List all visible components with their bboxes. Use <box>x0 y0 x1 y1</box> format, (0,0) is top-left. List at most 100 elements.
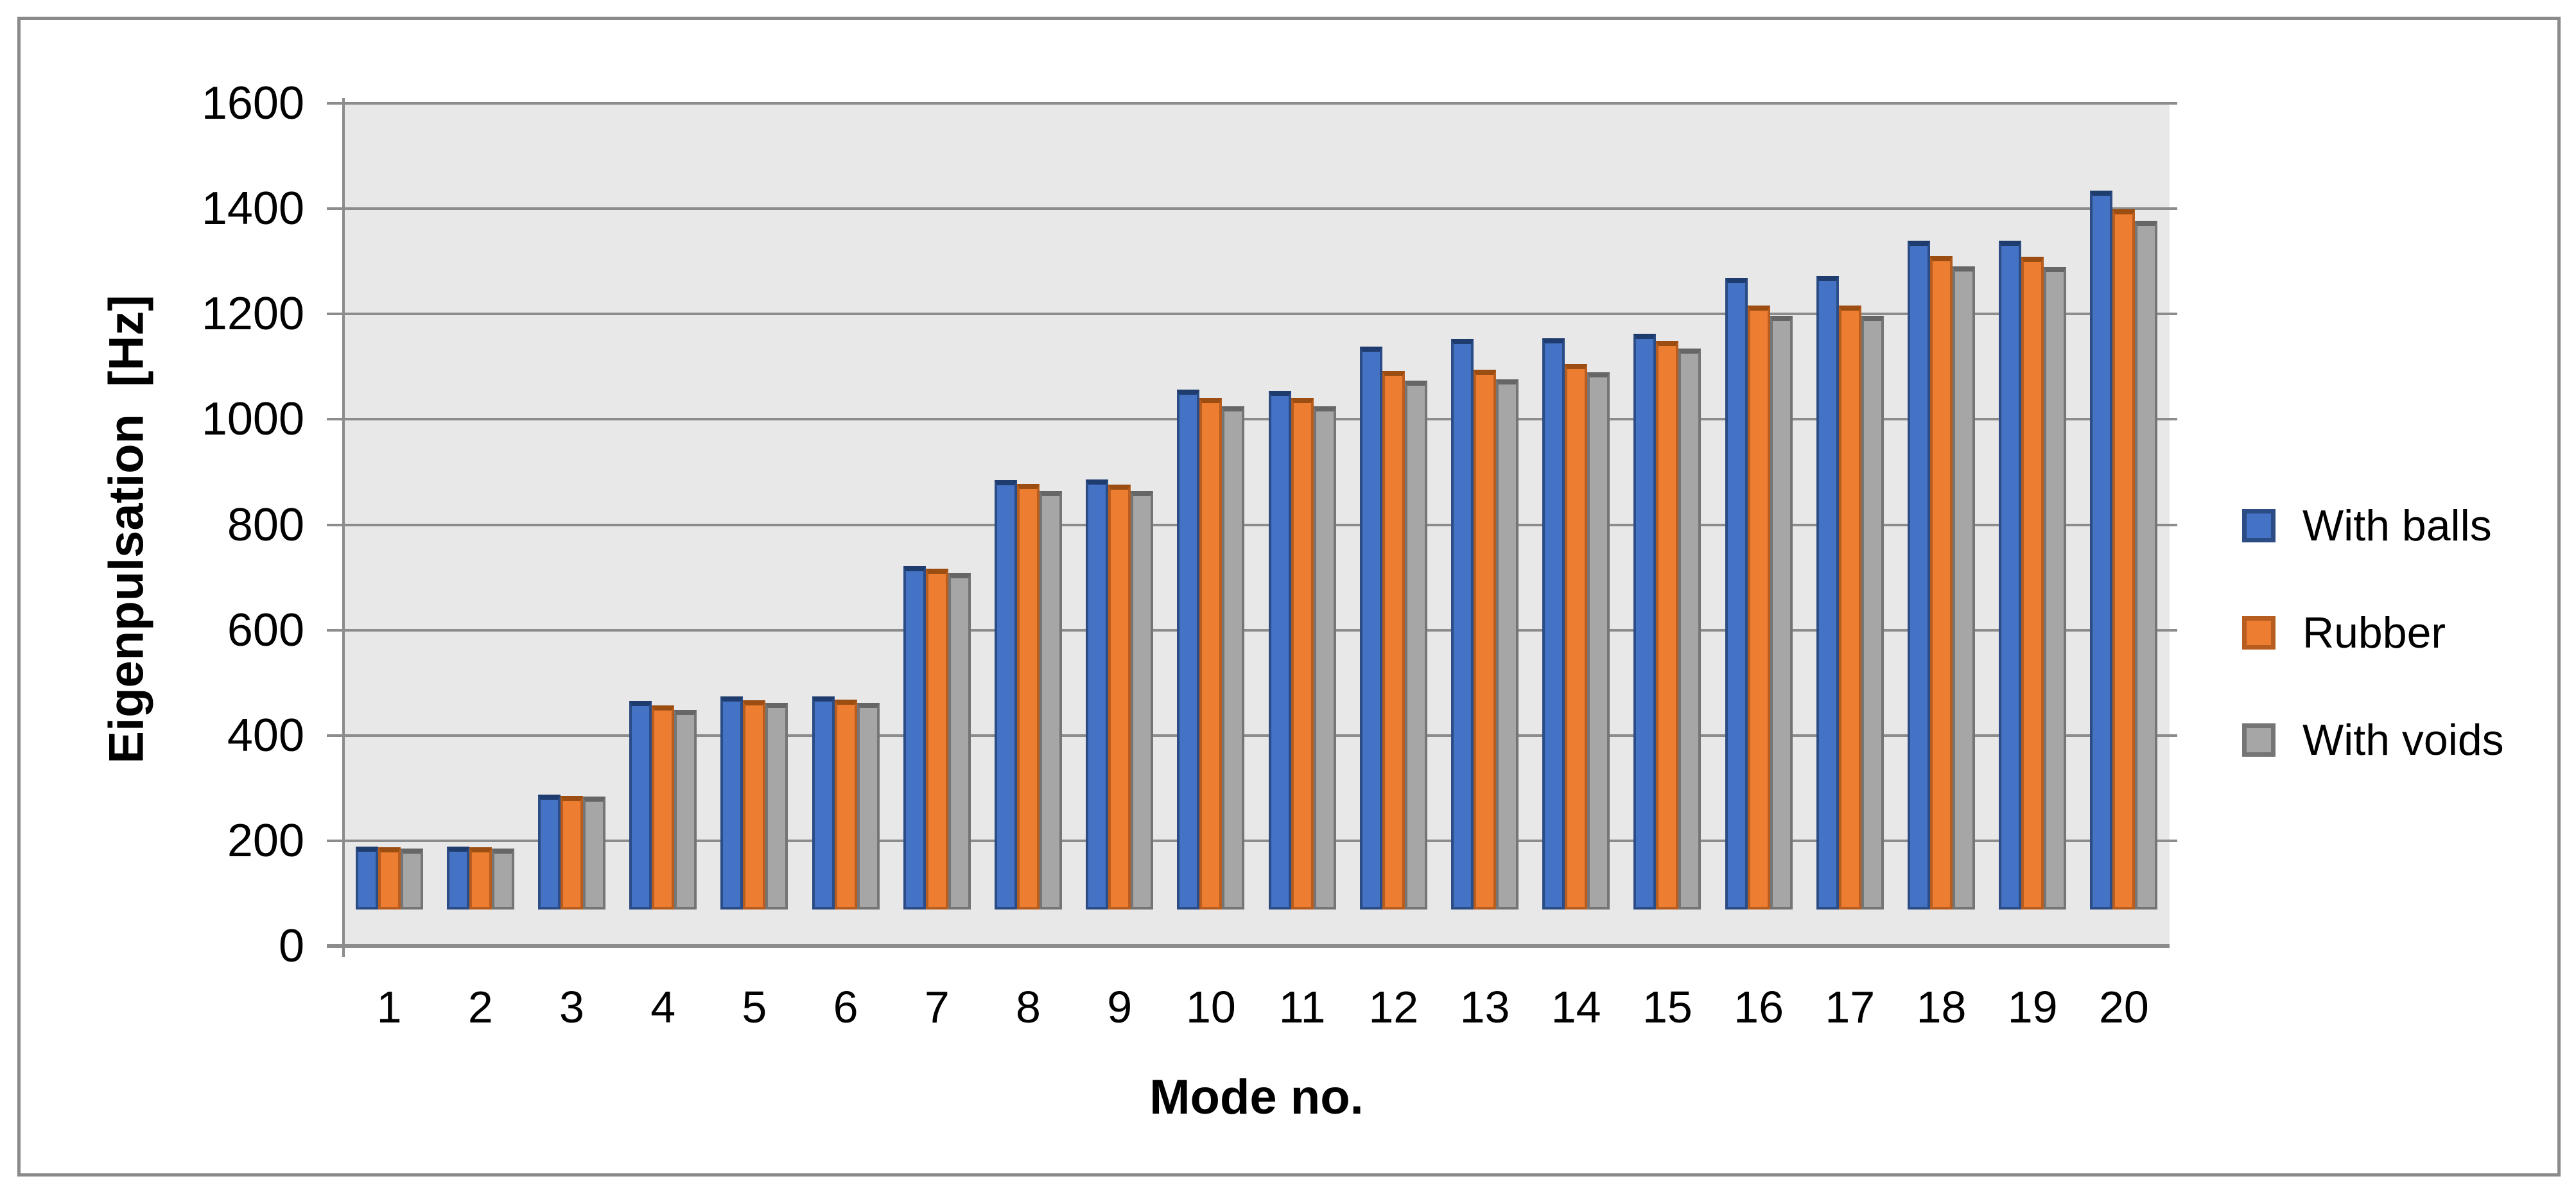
bar-group-mode-20 <box>2090 191 2158 910</box>
bar-group-mode-17 <box>1816 276 1884 910</box>
bar-group-mode-3 <box>538 795 605 910</box>
y-axis-tick <box>327 523 344 526</box>
bar-with-voids-mode-4 <box>674 710 697 910</box>
bar-rubber-mode-3 <box>561 796 583 910</box>
y-axis-tick <box>327 839 344 842</box>
bar-group-mode-7 <box>903 566 971 910</box>
chart-frame: 0 200 400 600 800 1000 1200 1400 1600 1 2 3 4 5 6 7 8 9 10… <box>17 17 2561 1177</box>
bar-group-mode-4 <box>629 701 697 910</box>
bar-with-balls-mode-16 <box>1725 278 1748 910</box>
bar-rubber-mode-4 <box>652 705 675 910</box>
x-axis-tick-label: 6 <box>833 982 858 1032</box>
y-axis-tick-label: 1600 <box>201 78 304 129</box>
legend-swatch-icon <box>2242 723 2276 757</box>
bar-group-mode-8 <box>995 480 1062 910</box>
bar-with-voids-mode-5 <box>765 703 788 910</box>
major-gridline <box>344 102 2177 105</box>
x-axis-tick-label: 2 <box>467 982 493 1032</box>
bar-with-voids-mode-11 <box>1313 406 1336 910</box>
x-axis-tick-label: 13 <box>1459 982 1510 1032</box>
x-axis-tick-label: 19 <box>2007 982 2058 1032</box>
bar-rubber-mode-19 <box>2021 257 2044 910</box>
bar-with-voids-mode-17 <box>1861 316 1884 910</box>
x-axis-tick-label: 11 <box>1278 982 1326 1032</box>
bar-rubber-mode-15 <box>1656 341 1679 910</box>
bar-rubber-mode-11 <box>1291 398 1314 910</box>
bar-with-voids-mode-15 <box>1678 349 1701 910</box>
y-axis-tick-label: 0 <box>278 920 304 972</box>
legend-swatch-icon <box>2242 509 2276 542</box>
y-axis-tick-label: 1400 <box>201 183 304 235</box>
bar-with-voids-mode-7 <box>948 573 971 910</box>
bar-with-balls-mode-4 <box>629 701 652 910</box>
legend-swatch-icon <box>2242 616 2276 650</box>
x-axis-tick-label: 18 <box>1916 982 1967 1032</box>
bar-group-mode-14 <box>1542 338 1610 910</box>
y-axis-tick-label: 1200 <box>201 288 304 340</box>
x-axis-tick-label: 5 <box>742 982 767 1032</box>
bar-rubber-mode-20 <box>2112 209 2136 910</box>
bar-group-mode-12 <box>1359 347 1427 910</box>
x-axis-tick-label: 14 <box>1551 982 1601 1032</box>
bar-with-balls-mode-12 <box>1359 347 1382 910</box>
y-axis-tick <box>327 207 344 211</box>
bar-rubber-mode-9 <box>1108 485 1131 910</box>
major-gridline <box>344 418 2177 421</box>
x-axis-tick-label: 16 <box>1734 982 1784 1032</box>
y-axis-tick <box>327 628 344 632</box>
bar-rubber-mode-10 <box>1199 398 1223 910</box>
y-axis-tick <box>327 418 344 421</box>
y-axis-tick-label: 400 <box>227 709 304 761</box>
bar-rubber-mode-18 <box>1930 256 1953 910</box>
bar-with-voids-mode-3 <box>583 797 605 910</box>
legend-label: With balls <box>2302 501 2492 550</box>
bar-group-mode-19 <box>1999 241 2067 910</box>
bar-rubber-mode-1 <box>378 847 401 910</box>
bar-with-voids-mode-12 <box>1404 381 1427 910</box>
bar-with-balls-mode-13 <box>1451 339 1474 910</box>
major-gridline <box>344 839 2177 842</box>
legend-label: Rubber <box>2302 608 2446 657</box>
bar-rubber-mode-8 <box>1017 484 1040 910</box>
bar-rubber-mode-13 <box>1474 370 1496 910</box>
bar-group-mode-13 <box>1451 339 1519 910</box>
bar-with-balls-mode-8 <box>995 480 1017 910</box>
bar-with-voids-mode-8 <box>1040 491 1062 910</box>
bar-with-balls-mode-10 <box>1177 390 1200 910</box>
bar-rubber-mode-6 <box>834 700 857 910</box>
bar-with-voids-mode-10 <box>1222 406 1245 910</box>
bar-rubber-mode-7 <box>925 569 948 910</box>
bar-with-voids-mode-1 <box>400 849 423 910</box>
x-axis-line <box>327 944 2170 948</box>
legend-label: With voids <box>2302 716 2504 764</box>
bar-with-voids-mode-16 <box>1770 316 1793 910</box>
y-axis-tick-label: 600 <box>227 604 304 656</box>
bar-rubber-mode-14 <box>1565 364 1588 910</box>
bar-with-voids-mode-20 <box>2135 221 2158 910</box>
bar-rubber-mode-16 <box>1747 306 1770 910</box>
bar-group-mode-15 <box>1633 334 1701 910</box>
bar-group-mode-16 <box>1725 278 1793 910</box>
bar-with-balls-mode-15 <box>1633 334 1657 910</box>
bar-group-mode-5 <box>720 696 788 910</box>
bar-with-voids-mode-18 <box>1953 266 1975 910</box>
bar-rubber-mode-2 <box>469 847 492 910</box>
bar-with-balls-mode-19 <box>1999 241 2022 910</box>
bar-with-voids-mode-2 <box>491 849 514 910</box>
y-axis-tick-label: 800 <box>227 499 304 551</box>
bar-with-balls-mode-20 <box>2090 191 2113 910</box>
bar-with-balls-mode-9 <box>1086 479 1109 910</box>
x-axis-tick-label: 15 <box>1642 982 1693 1032</box>
bar-group-mode-10 <box>1177 390 1245 910</box>
bar-rubber-mode-17 <box>1838 306 1861 910</box>
legend-item-rubber: Rubber <box>2242 602 2446 664</box>
major-gridline <box>344 207 2177 211</box>
y-axis-line <box>342 98 345 957</box>
bar-with-voids-mode-9 <box>1131 491 1154 910</box>
major-gridline <box>344 313 2177 316</box>
y-axis-tick-label: 200 <box>227 815 304 867</box>
x-axis-tick-label: 17 <box>1825 982 1875 1032</box>
y-axis-title: Eigenpulsation [Hz] <box>99 295 154 764</box>
bar-with-balls-mode-11 <box>1268 391 1291 910</box>
